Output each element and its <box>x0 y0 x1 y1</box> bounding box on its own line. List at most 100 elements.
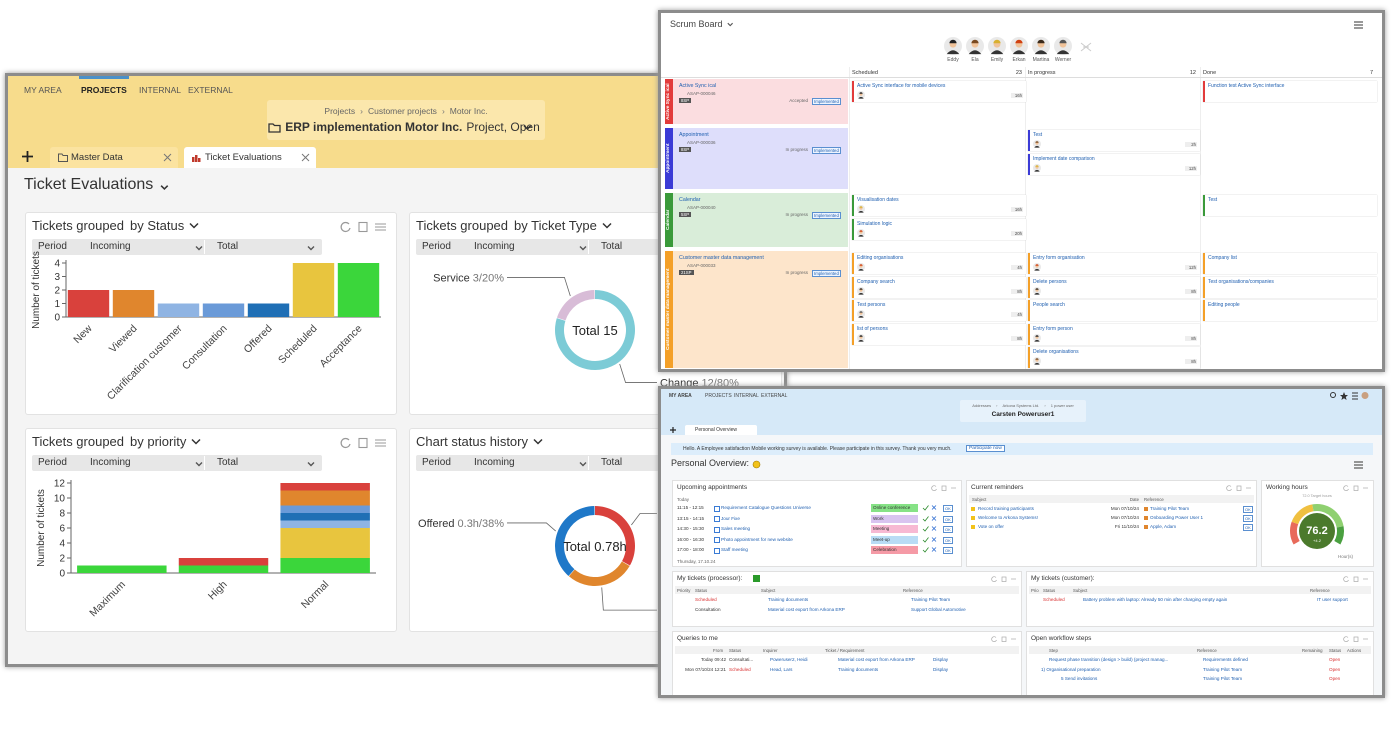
filter-off-icon <box>1080 42 1092 52</box>
table-cell: Open <box>1329 676 1341 681</box>
tab-label: Master Data <box>71 152 123 163</box>
leader-line <box>619 363 657 383</box>
nav-item: PROJECTS <box>705 393 732 399</box>
task-hours: 4h <box>1011 265 1023 270</box>
table-cell: Display <box>933 657 949 662</box>
widget-tools <box>340 437 386 449</box>
chevron-icon <box>191 438 201 445</box>
task-hours: 4h <box>1011 312 1023 317</box>
bar-segment <box>280 520 370 528</box>
appointment-time: 16:00 - 16:30 <box>677 536 705 542</box>
bar-segment <box>280 505 370 513</box>
story-id: ASAP-000046 <box>687 91 716 96</box>
filter-label: Total <box>601 457 623 468</box>
y-tick-label: 6 <box>59 524 65 535</box>
refresh-icon <box>1343 576 1349 582</box>
appointment-subject: Jour Fixe <box>721 515 740 521</box>
task-hours: 8h <box>1011 288 1023 294</box>
ok-button: OK <box>943 526 953 533</box>
avatar-hair <box>859 334 863 337</box>
widget-title: Tickets grouped by priority <box>32 434 201 449</box>
avatar-hair <box>859 206 863 208</box>
avatar <box>944 37 962 55</box>
widget-title-text: Tickets grouped <box>32 434 125 449</box>
ok-button: OK <box>943 547 953 554</box>
nav-item: MY AREA <box>24 85 62 95</box>
filter-label: Incoming <box>90 241 131 252</box>
close <box>301 153 310 162</box>
table-cell: Training documents <box>768 597 809 602</box>
folder-icon <box>58 153 68 162</box>
donut-center: Total 15 <box>572 323 618 338</box>
widget-title: Chart status history <box>416 434 543 449</box>
bar <box>247 303 290 317</box>
table-cell: Open <box>1329 666 1341 672</box>
refresh-icon <box>340 437 351 448</box>
task-title: Entry form organisation <box>1033 255 1085 261</box>
table-cell: 1) Organisational preparation <box>1041 666 1101 672</box>
task-hours: 12h <box>1185 265 1197 270</box>
export-icon <box>1353 485 1359 491</box>
story-status: Accepted <box>789 98 808 103</box>
survey-banner <box>671 443 1373 455</box>
banner-button: Participate now <box>966 445 1005 452</box>
task-title: Company search <box>857 278 895 285</box>
table-cell: Support Global Automotive <box>911 606 966 612</box>
task-hours: 8h <box>1185 335 1197 341</box>
task-hours: 8h <box>1185 288 1197 294</box>
cancel-icon <box>931 505 937 510</box>
swimlane: Customer master data management Customer … <box>665 251 848 368</box>
column-header: Status <box>729 647 742 653</box>
task-card: Test 2h <box>1028 130 1200 151</box>
filter-label: Total <box>217 241 239 252</box>
donut-slice <box>595 506 635 566</box>
menu-icon <box>1354 21 1363 29</box>
swimlane-title: Active Sync ical <box>679 83 717 89</box>
avatar <box>857 286 865 295</box>
task-hours: 2h <box>1185 142 1197 147</box>
task-card: Test organisations/companies <box>1203 276 1377 298</box>
export-icon <box>1353 576 1359 582</box>
avatar-hair <box>1035 358 1039 360</box>
task-hours: 16h <box>1011 93 1023 98</box>
y-tick-label: 1 <box>54 299 60 310</box>
chevron <box>579 462 587 467</box>
avatar-body <box>968 50 982 55</box>
avatar-body <box>1034 145 1040 148</box>
task-card: Editing organisations 4h <box>852 253 1026 274</box>
task-title: Entry form person <box>1033 325 1073 332</box>
swimlane-title: Customer master data management <box>679 255 764 261</box>
table-cell: IT user support <box>1317 597 1348 602</box>
appointment-subject: Photo appointment for new website <box>721 536 793 542</box>
avatar-body <box>858 268 864 271</box>
banner-text: Hello. A Employee satisfaction Mobile wo… <box>683 446 952 452</box>
x-tick-label: Offered <box>242 323 275 356</box>
appointment-icon <box>714 516 720 522</box>
filter-label: Incoming <box>474 241 515 252</box>
x-tick-label: Acceptance <box>317 323 364 370</box>
cancel-icon <box>931 536 937 542</box>
check-icon <box>922 515 929 522</box>
task-card: Editing people <box>1203 300 1377 321</box>
task-card: Test persons 4h <box>852 300 1026 321</box>
reminder-subject: Vote on offer <box>978 524 1004 529</box>
bar <box>67 290 110 317</box>
header-line <box>661 77 1382 78</box>
workflow-widget: Open workflow steps Step Reference Remainin… <box>1026 631 1374 695</box>
reference-icon <box>1144 515 1148 520</box>
breadcrumb-item: Arkona Systems Ltd. <box>991 403 1039 408</box>
tab-label: Ticket Evaluations <box>205 152 282 163</box>
person-name: Ela <box>971 57 979 63</box>
column-header: From <box>713 647 724 653</box>
filter-bar <box>32 239 322 255</box>
leader-line <box>507 277 571 297</box>
widget-title-text: Chart status history <box>416 434 528 449</box>
ok-button: OK <box>1243 524 1253 531</box>
task-card: Delete organisations 8h <box>1028 347 1200 368</box>
plus <box>670 427 676 433</box>
avatar-body <box>990 50 1004 55</box>
appointment-time: 11:15 - 12:15 <box>677 505 704 510</box>
day-label: Today <box>677 497 690 502</box>
task-title: Delete persons <box>1033 278 1067 285</box>
chevron <box>307 246 315 251</box>
